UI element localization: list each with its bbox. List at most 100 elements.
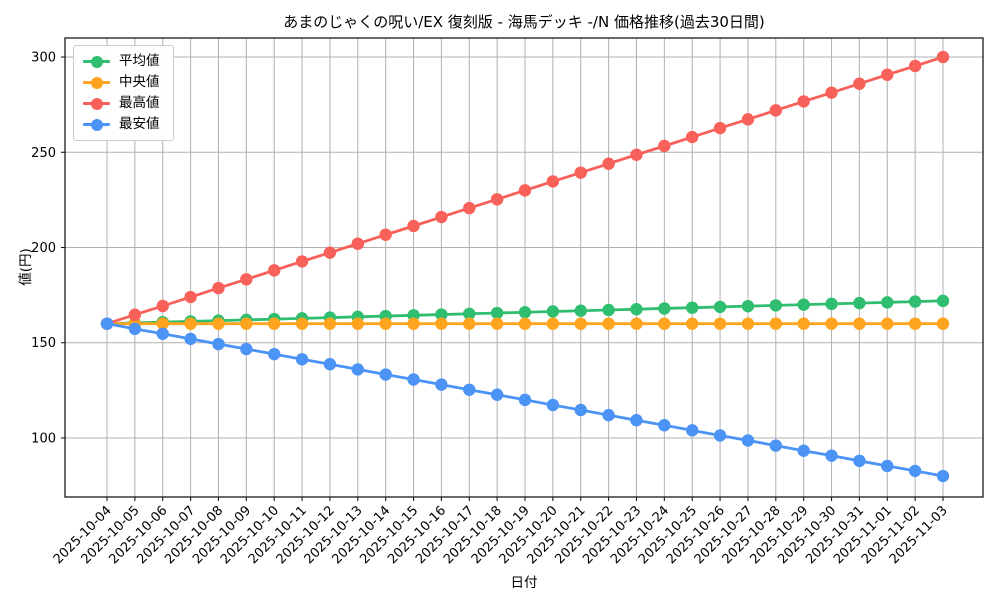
series-median-point	[908, 317, 922, 330]
series-median-point	[323, 317, 337, 330]
series-max-point	[128, 308, 142, 321]
series-min-point	[881, 459, 894, 473]
series-median-point	[853, 317, 866, 330]
series-max-point	[295, 255, 309, 268]
series-median-point	[825, 317, 838, 330]
series-max-point	[518, 184, 532, 197]
series-max-point	[769, 104, 782, 117]
series-median-point	[769, 317, 782, 330]
series-median-point	[407, 317, 420, 330]
series-max-point	[853, 77, 866, 90]
series-median-point	[658, 317, 671, 330]
legend-label-median: 中央値	[119, 74, 160, 90]
series-min-point	[268, 347, 281, 361]
series-min-point	[407, 373, 420, 386]
max-series-swatch-icon	[83, 97, 110, 110]
series-max-point	[490, 193, 504, 206]
series-average-point	[853, 296, 866, 310]
series-min-point	[463, 383, 476, 396]
series-min-point	[379, 368, 392, 381]
series-max-point	[546, 175, 560, 188]
series-average-point	[463, 307, 476, 320]
series-average-point	[435, 308, 448, 321]
series-max-point	[156, 299, 169, 313]
average-series-swatch-icon	[83, 55, 110, 68]
series-average-point	[686, 301, 699, 314]
series-max-point	[713, 121, 727, 135]
series-min-point	[602, 408, 615, 422]
legend: 平均値 中央値 最高値 最安値	[73, 45, 174, 141]
series-median-point	[741, 317, 755, 330]
series-max	[100, 50, 950, 330]
series-min-point	[908, 464, 922, 478]
legend-label-average: 平均値	[119, 53, 160, 69]
series-min-point	[713, 429, 727, 442]
series-max-point	[435, 210, 448, 224]
y-tick-label: 200	[31, 241, 56, 256]
plot-frame	[64, 37, 984, 498]
series-min-point	[323, 358, 337, 371]
series-min-point	[686, 424, 699, 437]
series-median-point	[240, 317, 253, 330]
series-min-point	[435, 378, 448, 391]
series-min-point	[490, 388, 504, 401]
y-tick-label: 150	[31, 336, 56, 351]
series-max-point	[908, 59, 922, 73]
legend-label-max: 最高値	[119, 95, 160, 111]
series-max-point	[658, 139, 671, 153]
series-average-point	[518, 306, 532, 319]
series-median-point	[574, 317, 587, 330]
series-max-point	[379, 228, 392, 241]
series-median-point	[713, 317, 727, 330]
axis-ticks	[61, 56, 944, 501]
series-average-point	[630, 303, 643, 316]
y-tick-label: 300	[31, 51, 56, 66]
series-max-point	[574, 166, 587, 179]
series-max-point	[240, 273, 253, 286]
series-min-point	[156, 327, 169, 340]
series-median-point	[630, 317, 643, 330]
series-min-point	[212, 337, 225, 351]
series-median-point	[156, 317, 169, 330]
series-median-point	[379, 317, 392, 330]
series-average-point	[546, 305, 560, 318]
series-average-point	[769, 299, 782, 312]
series-max-point	[184, 290, 197, 304]
min-series-swatch-icon	[83, 118, 110, 131]
series-max-point	[268, 264, 281, 277]
series-max-point	[686, 130, 699, 144]
legend-item-max: 最高値	[83, 95, 160, 112]
chart-title: あまのじゃくの呪い/EX 復刻版 - 海馬デッキ -/N 価格推移(過去30日間…	[283, 13, 765, 31]
series-min-point	[769, 439, 782, 452]
series-min-point	[658, 418, 671, 432]
series-median-point	[602, 317, 615, 330]
series-min-point	[546, 398, 560, 412]
series-median-point	[351, 317, 364, 330]
series-median-point	[463, 317, 476, 330]
series-min-point	[825, 449, 838, 462]
series-average-point	[574, 304, 587, 317]
y-tick-label: 100	[31, 431, 56, 446]
series-min-point	[936, 469, 950, 483]
legend-label-min: 最安値	[119, 116, 160, 132]
series-min-point	[184, 332, 197, 346]
series-min-point	[853, 454, 866, 468]
series-max-point	[212, 281, 225, 295]
series-min-point	[630, 414, 643, 427]
series-max-point	[797, 95, 810, 108]
series-median-point	[490, 317, 504, 330]
series-average-point	[490, 306, 504, 320]
series-max-point	[630, 148, 643, 161]
series-median-point	[797, 317, 810, 330]
series-median-point	[435, 317, 448, 330]
legend-item-median: 中央値	[83, 74, 160, 91]
series-median	[100, 317, 950, 330]
series-median-point	[268, 317, 281, 330]
gridlines	[65, 38, 983, 497]
series-average-point	[936, 294, 950, 308]
series-min	[100, 317, 950, 483]
series-average-point	[658, 302, 671, 315]
series-average-point	[825, 297, 838, 311]
x-axis-label: 日付	[510, 575, 538, 591]
